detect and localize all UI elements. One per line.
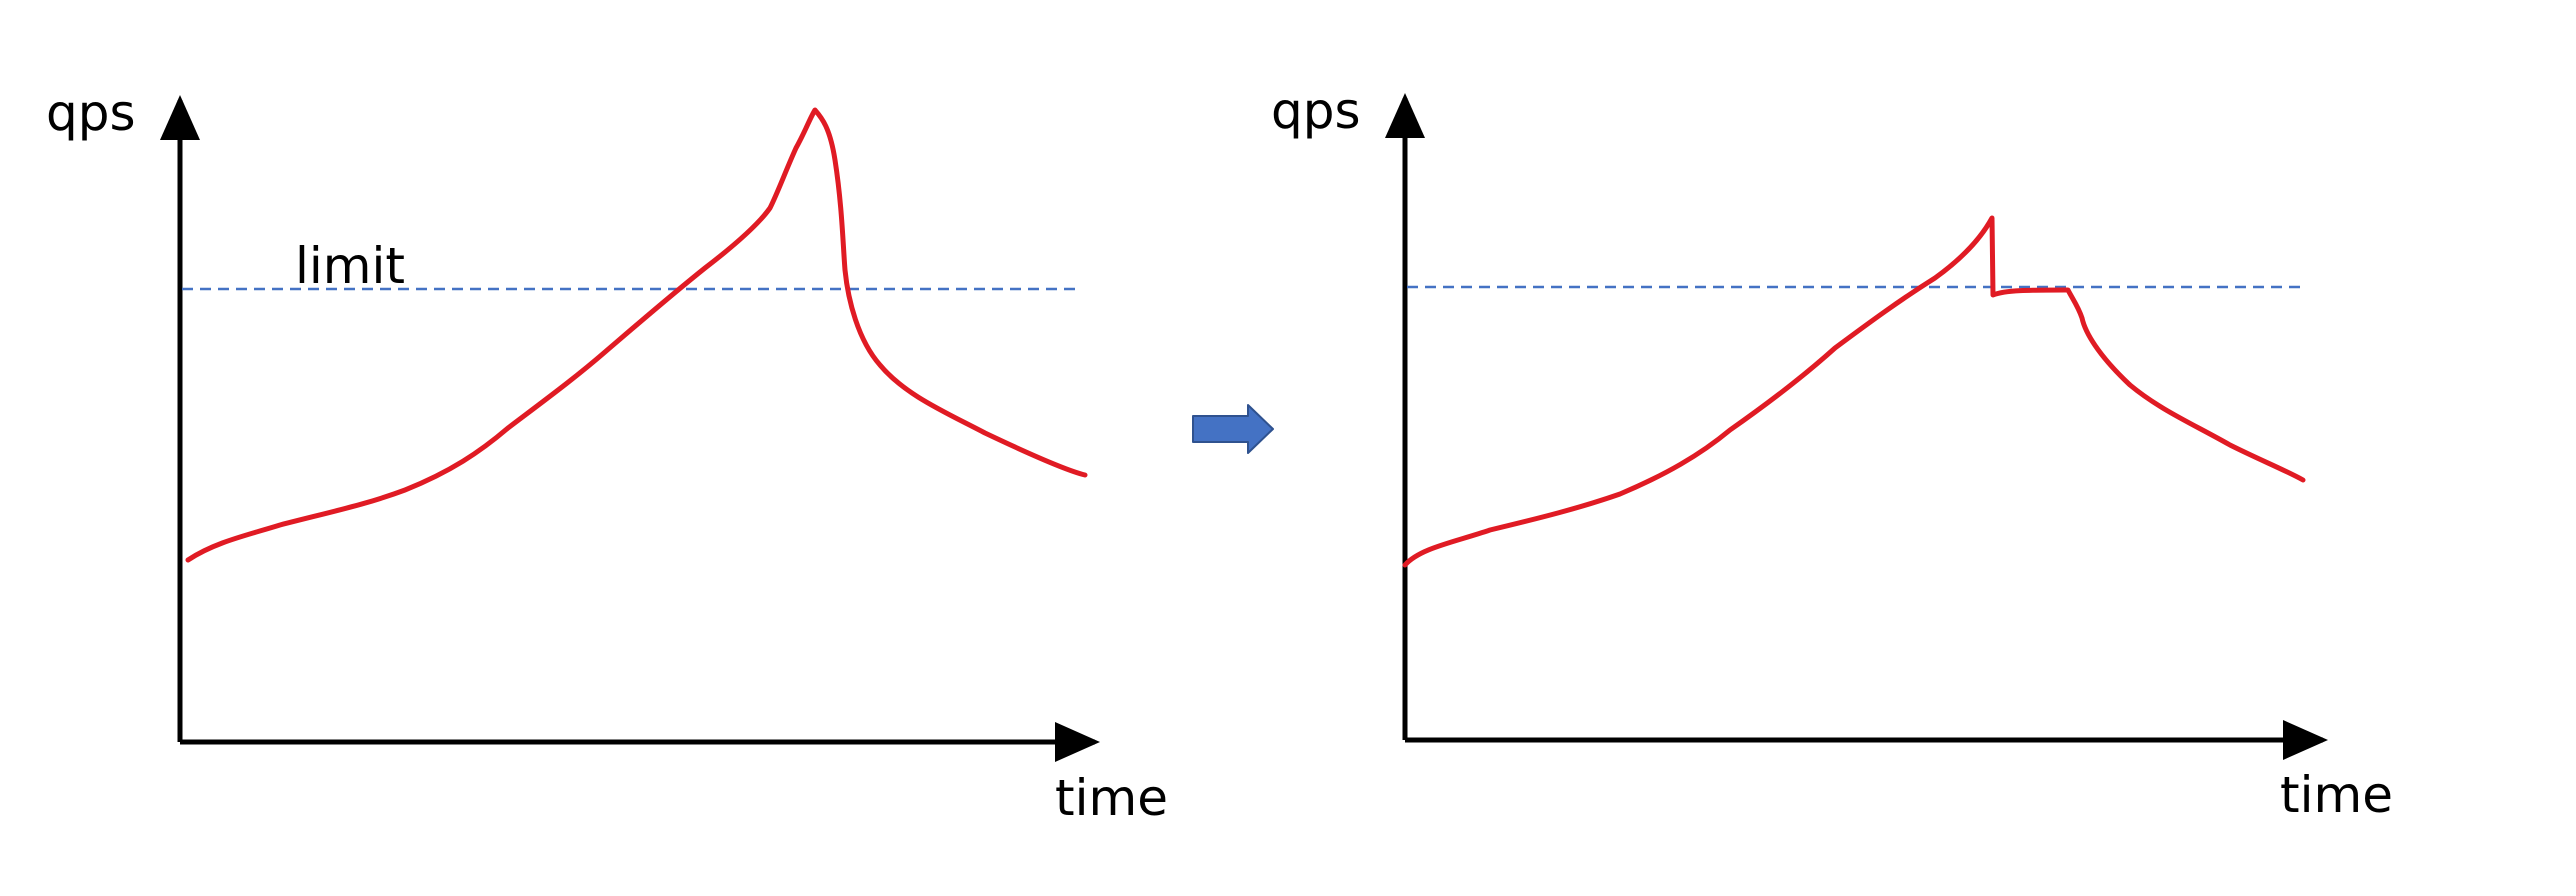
after-y-axis-label: qps <box>1271 82 1361 140</box>
before-y-axis-label: qps <box>46 84 136 142</box>
before-panel: qps time limit <box>46 84 1168 827</box>
before-x-axis-label: time <box>1055 769 1168 827</box>
right-arrow-icon <box>1192 404 1274 454</box>
after-qps-curve <box>1402 215 2306 568</box>
after-x-axis-label: time <box>2280 766 2393 824</box>
before-qps-curve <box>185 107 1088 563</box>
after-panel: qps time <box>1271 82 2393 824</box>
before-limit-label: limit <box>295 237 405 295</box>
